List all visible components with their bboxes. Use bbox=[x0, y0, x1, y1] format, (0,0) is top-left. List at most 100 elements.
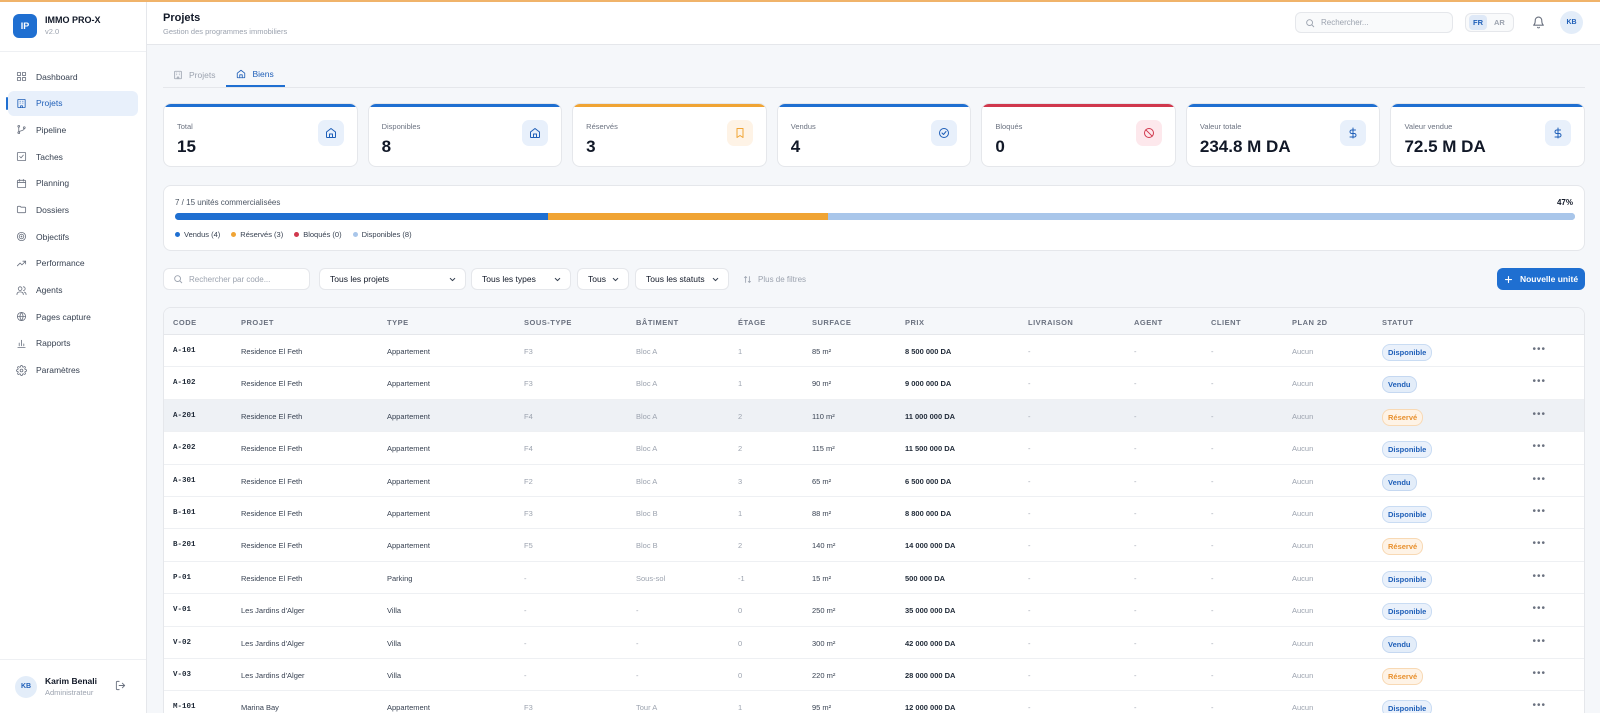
cell-delivery: - bbox=[1028, 606, 1031, 616]
cell-delivery: - bbox=[1028, 508, 1031, 518]
sidebar-item-agents[interactable]: Agents bbox=[8, 278, 138, 303]
global-search[interactable] bbox=[1295, 12, 1453, 33]
tab-biens[interactable]: Biens bbox=[226, 62, 285, 87]
column-header[interactable]: STATUT bbox=[1382, 318, 1414, 327]
cell-price: 11 500 000 DA bbox=[905, 444, 956, 454]
dollar-icon bbox=[1554, 127, 1562, 139]
language-switch: FR AR bbox=[1465, 13, 1514, 32]
column-header[interactable]: BÂTIMENT bbox=[636, 318, 679, 327]
home-icon bbox=[237, 69, 246, 78]
table-row[interactable]: V-03 Les Jardins d'Alger Villa - - 0 220 m² 28 … bbox=[164, 659, 1584, 692]
table-row[interactable]: P-01 Residence El Feth Parking - Sous-sol -1 1… bbox=[164, 562, 1584, 595]
sidebar-item-taches[interactable]: Taches bbox=[8, 144, 138, 169]
types-select[interactable]: Tous les types bbox=[471, 268, 571, 290]
column-header[interactable]: ÉTAGE bbox=[738, 318, 766, 327]
more-options-icon[interactable]: ••• bbox=[1532, 667, 1546, 679]
column-header[interactable]: CLIENT bbox=[1211, 318, 1242, 327]
column-header[interactable]: SURFACE bbox=[812, 318, 852, 327]
home-icon bbox=[325, 128, 336, 138]
user-avatar[interactable]: KB bbox=[15, 675, 37, 698]
more-options-icon[interactable]: ••• bbox=[1532, 700, 1546, 712]
brand-logo[interactable]: IP bbox=[13, 13, 37, 38]
more-filters-button[interactable]: Plus de filtres bbox=[743, 268, 806, 290]
table-row[interactable]: A-101 Residence El Feth Appartement F3 Bloc … bbox=[164, 335, 1584, 368]
table-row[interactable]: V-02 Les Jardins d'Alger Villa - - 0 300 m² 42 … bbox=[164, 627, 1584, 659]
cell-project-name: Marina Bay bbox=[241, 703, 279, 713]
column-header[interactable]: CODE bbox=[173, 318, 197, 327]
all-select[interactable]: Tous bbox=[577, 268, 629, 290]
search-icon bbox=[174, 275, 183, 284]
stat-label: Vendus bbox=[790, 122, 816, 131]
cell-project-name: Les Jardins d'Alger bbox=[241, 606, 305, 616]
more-options-icon[interactable]: ••• bbox=[1532, 505, 1546, 517]
cell-agent: - bbox=[1134, 541, 1137, 551]
table-row[interactable]: V-01 Les Jardins d'Alger Villa - - 0 250 m² 35 … bbox=[164, 594, 1584, 627]
logout-icon[interactable] bbox=[115, 680, 126, 691]
sidebar-item-rapports[interactable]: Rapports bbox=[8, 331, 138, 356]
column-header[interactable]: SOUS-TYPE bbox=[524, 318, 572, 327]
status-badge: Disponible bbox=[1382, 505, 1433, 523]
more-options-icon[interactable]: ••• bbox=[1532, 570, 1546, 582]
cell-surface: 300 m² bbox=[812, 638, 836, 648]
sidebar-item-planning[interactable]: Planning bbox=[8, 171, 138, 196]
lang-fr-button[interactable]: FR bbox=[1469, 15, 1487, 30]
cell-floor: 2 bbox=[738, 541, 743, 551]
cell-surface: 110 m² bbox=[812, 411, 835, 421]
table-row[interactable]: M-101 Marina Bay Appartement F3 Tour A 1 95 m²… bbox=[164, 691, 1584, 713]
more-options-icon[interactable]: ••• bbox=[1532, 473, 1546, 485]
column-header[interactable]: LIVRAISON bbox=[1028, 318, 1074, 327]
table-row[interactable]: A-102 Residence El Feth Appartement F3 Bloc … bbox=[164, 367, 1584, 400]
global-search-input[interactable] bbox=[1321, 18, 1441, 27]
code-search-input[interactable] bbox=[189, 274, 307, 284]
cell-floor: 1 bbox=[738, 508, 743, 518]
more-options-icon[interactable]: ••• bbox=[1532, 441, 1546, 453]
more-options-icon[interactable]: ••• bbox=[1532, 408, 1546, 420]
table-row[interactable]: B-201 Residence El Feth Appartement F5 Bloc … bbox=[164, 529, 1584, 562]
cell-price: 11 000 000 DA bbox=[905, 411, 956, 421]
table-row[interactable]: A-301 Residence El Feth Appartement F2 Bloc … bbox=[164, 465, 1584, 497]
sidebar-item-dashboard[interactable]: Dashboard bbox=[8, 64, 138, 89]
cell-price: 14 000 000 DA bbox=[905, 541, 956, 551]
all-select-value: Tous bbox=[588, 274, 606, 284]
tab-projets[interactable]: Projets bbox=[163, 62, 226, 87]
sidebar-item-pages-capture[interactable]: Pages capture bbox=[8, 304, 138, 329]
column-header[interactable]: PLAN 2D bbox=[1292, 318, 1328, 327]
statuses-select[interactable]: Tous les statuts bbox=[635, 268, 729, 290]
cell-agent: - bbox=[1134, 638, 1137, 648]
column-header[interactable]: PRIX bbox=[905, 318, 925, 327]
projects-select[interactable]: Tous les projets bbox=[319, 268, 466, 290]
cell-agent: - bbox=[1134, 573, 1137, 583]
table-row[interactable]: B-101 Residence El Feth Appartement F3 Bloc … bbox=[164, 497, 1584, 530]
trending-up-icon bbox=[16, 260, 27, 267]
table-body: A-101 Residence El Feth Appartement F3 Bloc … bbox=[164, 335, 1584, 713]
new-unit-button[interactable]: Nouvelle unité bbox=[1497, 268, 1585, 290]
sidebar-item-dossiers[interactable]: Dossiers bbox=[8, 197, 138, 222]
tab-label: Projets bbox=[189, 69, 216, 80]
cell-client: - bbox=[1211, 379, 1214, 389]
more-options-icon[interactable]: ••• bbox=[1532, 603, 1546, 615]
table-row[interactable]: A-202 Residence El Feth Appartement F4 Bloc … bbox=[164, 432, 1584, 465]
cell-unit-subtype: F4 bbox=[524, 411, 533, 421]
sidebar-item-projets[interactable]: Projets bbox=[6, 90, 138, 116]
header-avatar[interactable]: KB bbox=[1560, 11, 1583, 34]
sidebar-item-objectifs[interactable]: Objectifs bbox=[8, 224, 138, 249]
column-header[interactable]: AGENT bbox=[1134, 318, 1163, 327]
more-options-icon[interactable]: ••• bbox=[1532, 344, 1546, 355]
more-options-icon[interactable]: ••• bbox=[1532, 538, 1546, 550]
more-options-icon[interactable]: ••• bbox=[1532, 635, 1546, 647]
column-header[interactable]: TYPE bbox=[387, 318, 409, 327]
status-badge: Disponible bbox=[1382, 603, 1433, 621]
sidebar-item-pipeline[interactable]: Pipeline bbox=[8, 117, 138, 142]
status-badge: Disponible bbox=[1382, 570, 1433, 588]
bell-icon[interactable] bbox=[1532, 16, 1545, 29]
lang-ar-button[interactable]: AR bbox=[1494, 18, 1505, 27]
more-options-icon[interactable]: ••• bbox=[1532, 376, 1546, 388]
table-row[interactable]: A-201 Residence El Feth Appartement F4 Bloc … bbox=[164, 399, 1584, 433]
column-header[interactable]: PROJET bbox=[241, 318, 275, 327]
sidebar-item-param-tres[interactable]: Paramètres bbox=[8, 358, 138, 383]
cell-unit-subtype: F3 bbox=[524, 379, 533, 389]
cell-floor: 3 bbox=[738, 476, 743, 486]
code-search[interactable] bbox=[163, 268, 310, 290]
projects-select-value: Tous les projets bbox=[330, 274, 390, 284]
sidebar-item-performance[interactable]: Performance bbox=[8, 251, 138, 276]
